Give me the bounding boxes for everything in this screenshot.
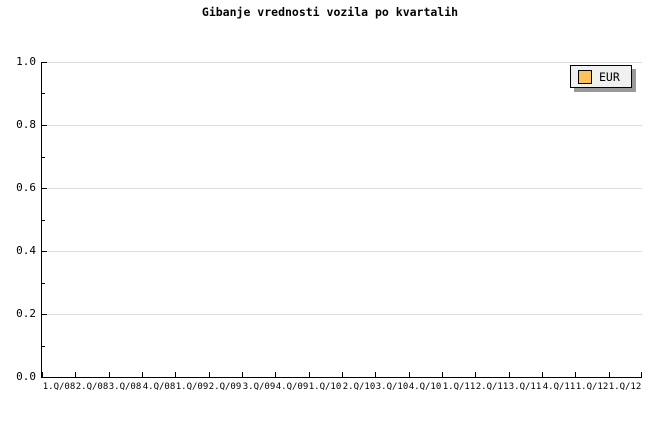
x-axis-tick-label: 1.Q/10 — [308, 382, 342, 392]
x-axis-tick-label: 1.Q/12 — [608, 382, 642, 392]
gridline-horizontal — [42, 188, 642, 189]
x-axis-tick — [342, 372, 343, 377]
plot-area — [41, 62, 642, 378]
legend: EUR — [570, 65, 632, 88]
x-axis-tick — [542, 372, 543, 377]
x-axis-tick — [75, 372, 76, 377]
x-axis-tick-label: 3.Q/08 — [108, 382, 142, 392]
y-axis-tick-label: 0.6 — [16, 181, 36, 194]
x-axis-tick-label: 3.Q/10 — [375, 382, 409, 392]
x-axis-tick — [275, 372, 276, 377]
y-axis-major-tick — [42, 314, 47, 315]
x-axis-tick-label: 2.Q/10 — [342, 382, 376, 392]
x-axis-tick — [641, 372, 642, 377]
y-axis-major-tick — [42, 125, 47, 126]
x-axis-tick-label: 4.Q/08 — [142, 382, 176, 392]
y-axis-minor-tick — [42, 346, 45, 347]
gridline-horizontal — [42, 62, 642, 63]
x-axis-tick — [142, 372, 143, 377]
x-axis-tick-label: 1.Q/08 — [42, 382, 76, 392]
x-axis-tick — [609, 372, 610, 377]
x-axis-tick — [42, 372, 43, 377]
legend-swatch-eur — [578, 69, 592, 84]
y-axis-tick-label: 0.8 — [16, 118, 36, 131]
x-axis-tick-label: 4.Q/09 — [275, 382, 309, 392]
x-axis-tick-label: 4.Q/10 — [408, 382, 442, 392]
chart-title: Gibanje vrednosti vozila po kvartalih — [201, 5, 459, 19]
x-axis-tick — [175, 372, 176, 377]
y-axis-minor-tick — [42, 220, 45, 221]
y-axis-major-tick — [42, 188, 47, 189]
x-axis-tick — [209, 372, 210, 377]
x-axis-tick — [109, 372, 110, 377]
y-axis-tick-label: 0.2 — [16, 307, 36, 320]
x-axis-tick-label: 1.Q/09 — [175, 382, 209, 392]
x-axis-tick-label: 2.Q/08 — [75, 382, 109, 392]
x-axis-tick-label: 3.Q/09 — [242, 382, 276, 392]
x-axis-tick-label: 1.Q/11 — [442, 382, 476, 392]
x-axis-tick — [375, 372, 376, 377]
y-axis-minor-tick — [42, 93, 45, 94]
x-axis-tick-label: 2.Q/11 — [475, 382, 509, 392]
x-axis-tick-label: 2.Q/09 — [208, 382, 242, 392]
x-axis-tick — [509, 372, 510, 377]
y-axis-tick-label: 1.0 — [16, 55, 36, 68]
y-axis-tick-label: 0.4 — [16, 244, 36, 257]
x-axis-tick — [575, 372, 576, 377]
gridline-horizontal — [42, 251, 642, 252]
y-axis-minor-tick — [42, 283, 45, 284]
x-axis-tick-label: 3.Q/11 — [508, 382, 542, 392]
x-axis-tick — [475, 372, 476, 377]
x-axis-tick-label: 1.Q/12 — [575, 382, 609, 392]
x-axis-tick — [242, 372, 243, 377]
gridline-horizontal — [42, 125, 642, 126]
y-axis-major-tick — [42, 62, 47, 63]
legend-label: EUR — [599, 69, 620, 84]
gridline-horizontal — [42, 314, 642, 315]
x-axis-tick — [442, 372, 443, 377]
x-axis-tick-label: 4.Q/11 — [542, 382, 576, 392]
x-axis-tick — [309, 372, 310, 377]
y-axis-tick-label: 0.0 — [16, 370, 36, 383]
y-axis-major-tick — [42, 251, 47, 252]
y-axis-minor-tick — [42, 157, 45, 158]
x-axis-tick — [409, 372, 410, 377]
